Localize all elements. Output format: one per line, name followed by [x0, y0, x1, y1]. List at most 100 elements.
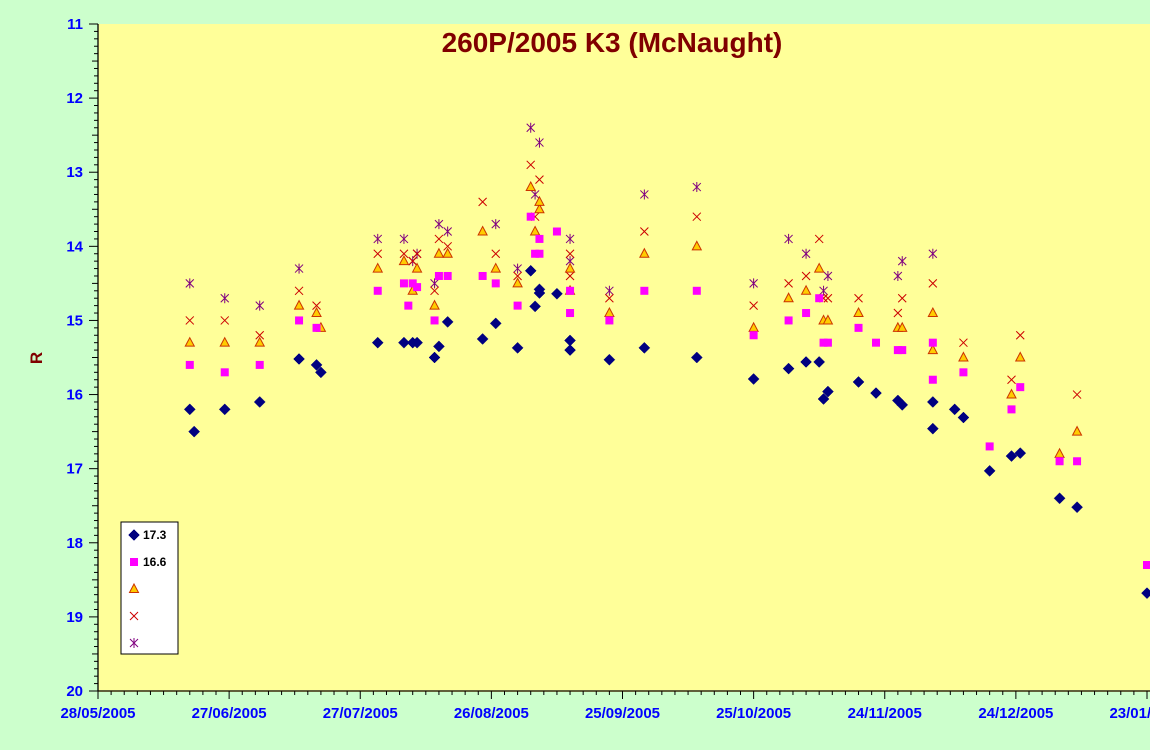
data-point	[565, 233, 575, 244]
data-point	[491, 219, 501, 230]
data-point	[897, 293, 907, 303]
data-point	[1053, 492, 1066, 505]
data-point	[489, 317, 502, 330]
data-point	[815, 294, 824, 303]
data-point	[219, 336, 231, 347]
y-tick-label: 19	[66, 609, 83, 626]
data-point	[784, 233, 793, 244]
data-point	[218, 403, 231, 416]
data-point	[183, 403, 196, 416]
data-point	[928, 248, 938, 259]
data-point	[605, 316, 614, 325]
data-point	[478, 197, 487, 207]
data-point	[443, 241, 453, 251]
data-point	[443, 271, 452, 280]
data-point	[823, 338, 832, 347]
data-point	[535, 175, 544, 184]
legend-box	[120, 521, 179, 655]
data-point	[801, 248, 811, 259]
data-point	[315, 366, 327, 379]
data-point	[784, 316, 793, 325]
axes: 11 12 13 14 15 16 17 18 19 20 28/05/2005 27/06/2005…	[60, 16, 1150, 722]
y-tick-label: 20	[66, 683, 83, 700]
y-tick-label: 14	[66, 238, 83, 255]
data-point	[854, 323, 863, 332]
data-point	[534, 195, 545, 206]
data-point	[491, 279, 500, 288]
data-point	[399, 279, 408, 288]
data-point	[823, 293, 833, 303]
data-point	[529, 225, 541, 236]
data-point	[533, 287, 546, 299]
legend: 17.3 16.6	[120, 521, 179, 655]
data-point	[513, 301, 522, 310]
data-point	[430, 286, 439, 296]
data-point	[605, 285, 614, 296]
data-point	[312, 301, 321, 310]
data-point	[1071, 425, 1083, 436]
data-point	[639, 247, 650, 258]
x-tick-label: 25/10/2005	[716, 705, 791, 722]
data-point	[184, 336, 196, 347]
data-point	[948, 403, 961, 416]
legend-marker	[129, 638, 139, 648]
data-point	[802, 309, 811, 318]
data-point	[893, 308, 903, 318]
data-point	[747, 373, 760, 385]
data-point	[566, 309, 575, 318]
data-point	[411, 262, 423, 273]
data-point	[295, 316, 304, 325]
data-point	[640, 189, 649, 200]
data-point	[784, 279, 793, 288]
data-point	[534, 203, 545, 214]
data-point	[691, 240, 703, 251]
data-point	[255, 330, 265, 340]
data-point	[1055, 457, 1064, 466]
data-point	[371, 336, 384, 349]
data-point	[185, 278, 195, 289]
data-point	[511, 342, 524, 354]
data-point	[412, 249, 422, 259]
y-tick-label: 16	[66, 387, 83, 404]
data-point	[404, 301, 413, 310]
data-point	[897, 256, 907, 267]
data-point	[640, 227, 649, 236]
data-point	[1141, 587, 1150, 600]
plot-area	[98, 24, 1150, 692]
legend-marker	[128, 582, 140, 593]
data-point	[478, 271, 487, 280]
data-point	[529, 300, 541, 313]
y-tick-label: 15	[66, 312, 83, 329]
data-point	[749, 301, 758, 310]
data-point	[312, 323, 321, 332]
data-point	[526, 160, 536, 170]
data-point	[1014, 351, 1026, 362]
data-point	[853, 306, 864, 318]
data-point	[255, 360, 264, 369]
data-point	[1143, 561, 1150, 570]
data-point	[293, 299, 305, 310]
data-point	[220, 316, 230, 325]
data-point	[524, 264, 537, 277]
data-point	[1072, 390, 1082, 399]
data-point	[565, 271, 575, 281]
data-point	[185, 316, 195, 325]
data-point	[294, 286, 304, 296]
data-point	[813, 262, 825, 273]
x-tick-label: 24/12/2005	[978, 705, 1053, 722]
data-point	[823, 270, 833, 281]
legend-marker	[130, 558, 138, 566]
data-point	[564, 262, 576, 273]
data-point	[854, 293, 863, 303]
data-point	[373, 233, 383, 244]
data-point	[442, 247, 453, 258]
data-point	[535, 249, 544, 258]
data-point	[551, 287, 563, 300]
data-point	[310, 359, 323, 371]
data-point	[985, 442, 994, 451]
data-point	[1007, 375, 1016, 385]
data-point	[692, 212, 702, 222]
data-point	[476, 333, 489, 345]
y-tick-label: 13	[66, 164, 83, 181]
data-point	[813, 356, 826, 368]
